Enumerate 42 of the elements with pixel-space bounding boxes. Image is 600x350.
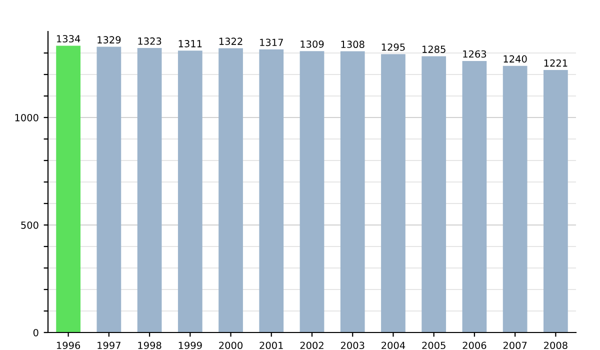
x-tick-label: 1996	[57, 342, 80, 350]
x-tick-label: 2005	[422, 342, 446, 350]
x-tick-label: 2008	[544, 342, 568, 350]
x-tick-label: 2001	[260, 342, 283, 350]
bar	[56, 46, 80, 332]
bar	[422, 56, 446, 332]
bar	[340, 51, 365, 332]
x-tick-label: 2000	[219, 342, 242, 350]
data-label: 1309	[300, 40, 324, 48]
x-tick-label: 1997	[98, 342, 120, 350]
y-tick-label: 0	[33, 328, 38, 336]
data-label: 1334	[57, 35, 80, 42]
data-label: 1285	[422, 46, 446, 53]
bar	[137, 48, 162, 332]
x-tick-label: 2004	[382, 342, 406, 350]
x-tick-label: 1998	[138, 342, 162, 350]
data-label: 1295	[382, 43, 405, 51]
bar	[544, 70, 568, 332]
bar	[259, 49, 284, 332]
data-label: 1317	[260, 38, 283, 46]
bar	[300, 51, 324, 332]
bar	[462, 60, 487, 332]
bar	[218, 48, 243, 332]
data-label: 1329	[98, 36, 121, 44]
y-tick-label: 500	[21, 221, 38, 229]
data-label: 1308	[341, 40, 364, 48]
data-label: 1240	[504, 55, 527, 63]
data-label: 1263	[463, 50, 486, 58]
y-tick-label: 1000	[15, 114, 38, 122]
x-tick-label: 1999	[178, 342, 202, 350]
x-tick-label: 2003	[340, 342, 364, 350]
bar	[96, 46, 122, 332]
data-label: 1322	[219, 38, 242, 45]
bar	[502, 66, 528, 332]
data-label: 1323	[138, 37, 162, 45]
bar	[178, 50, 202, 332]
data-label: 1311	[178, 40, 202, 48]
data-label: 1221	[544, 59, 568, 67]
x-tick-label: 2002	[300, 342, 324, 350]
x-tick-label: 2007	[503, 342, 527, 350]
bar	[381, 54, 406, 332]
x-tick-label: 2006	[462, 342, 486, 350]
